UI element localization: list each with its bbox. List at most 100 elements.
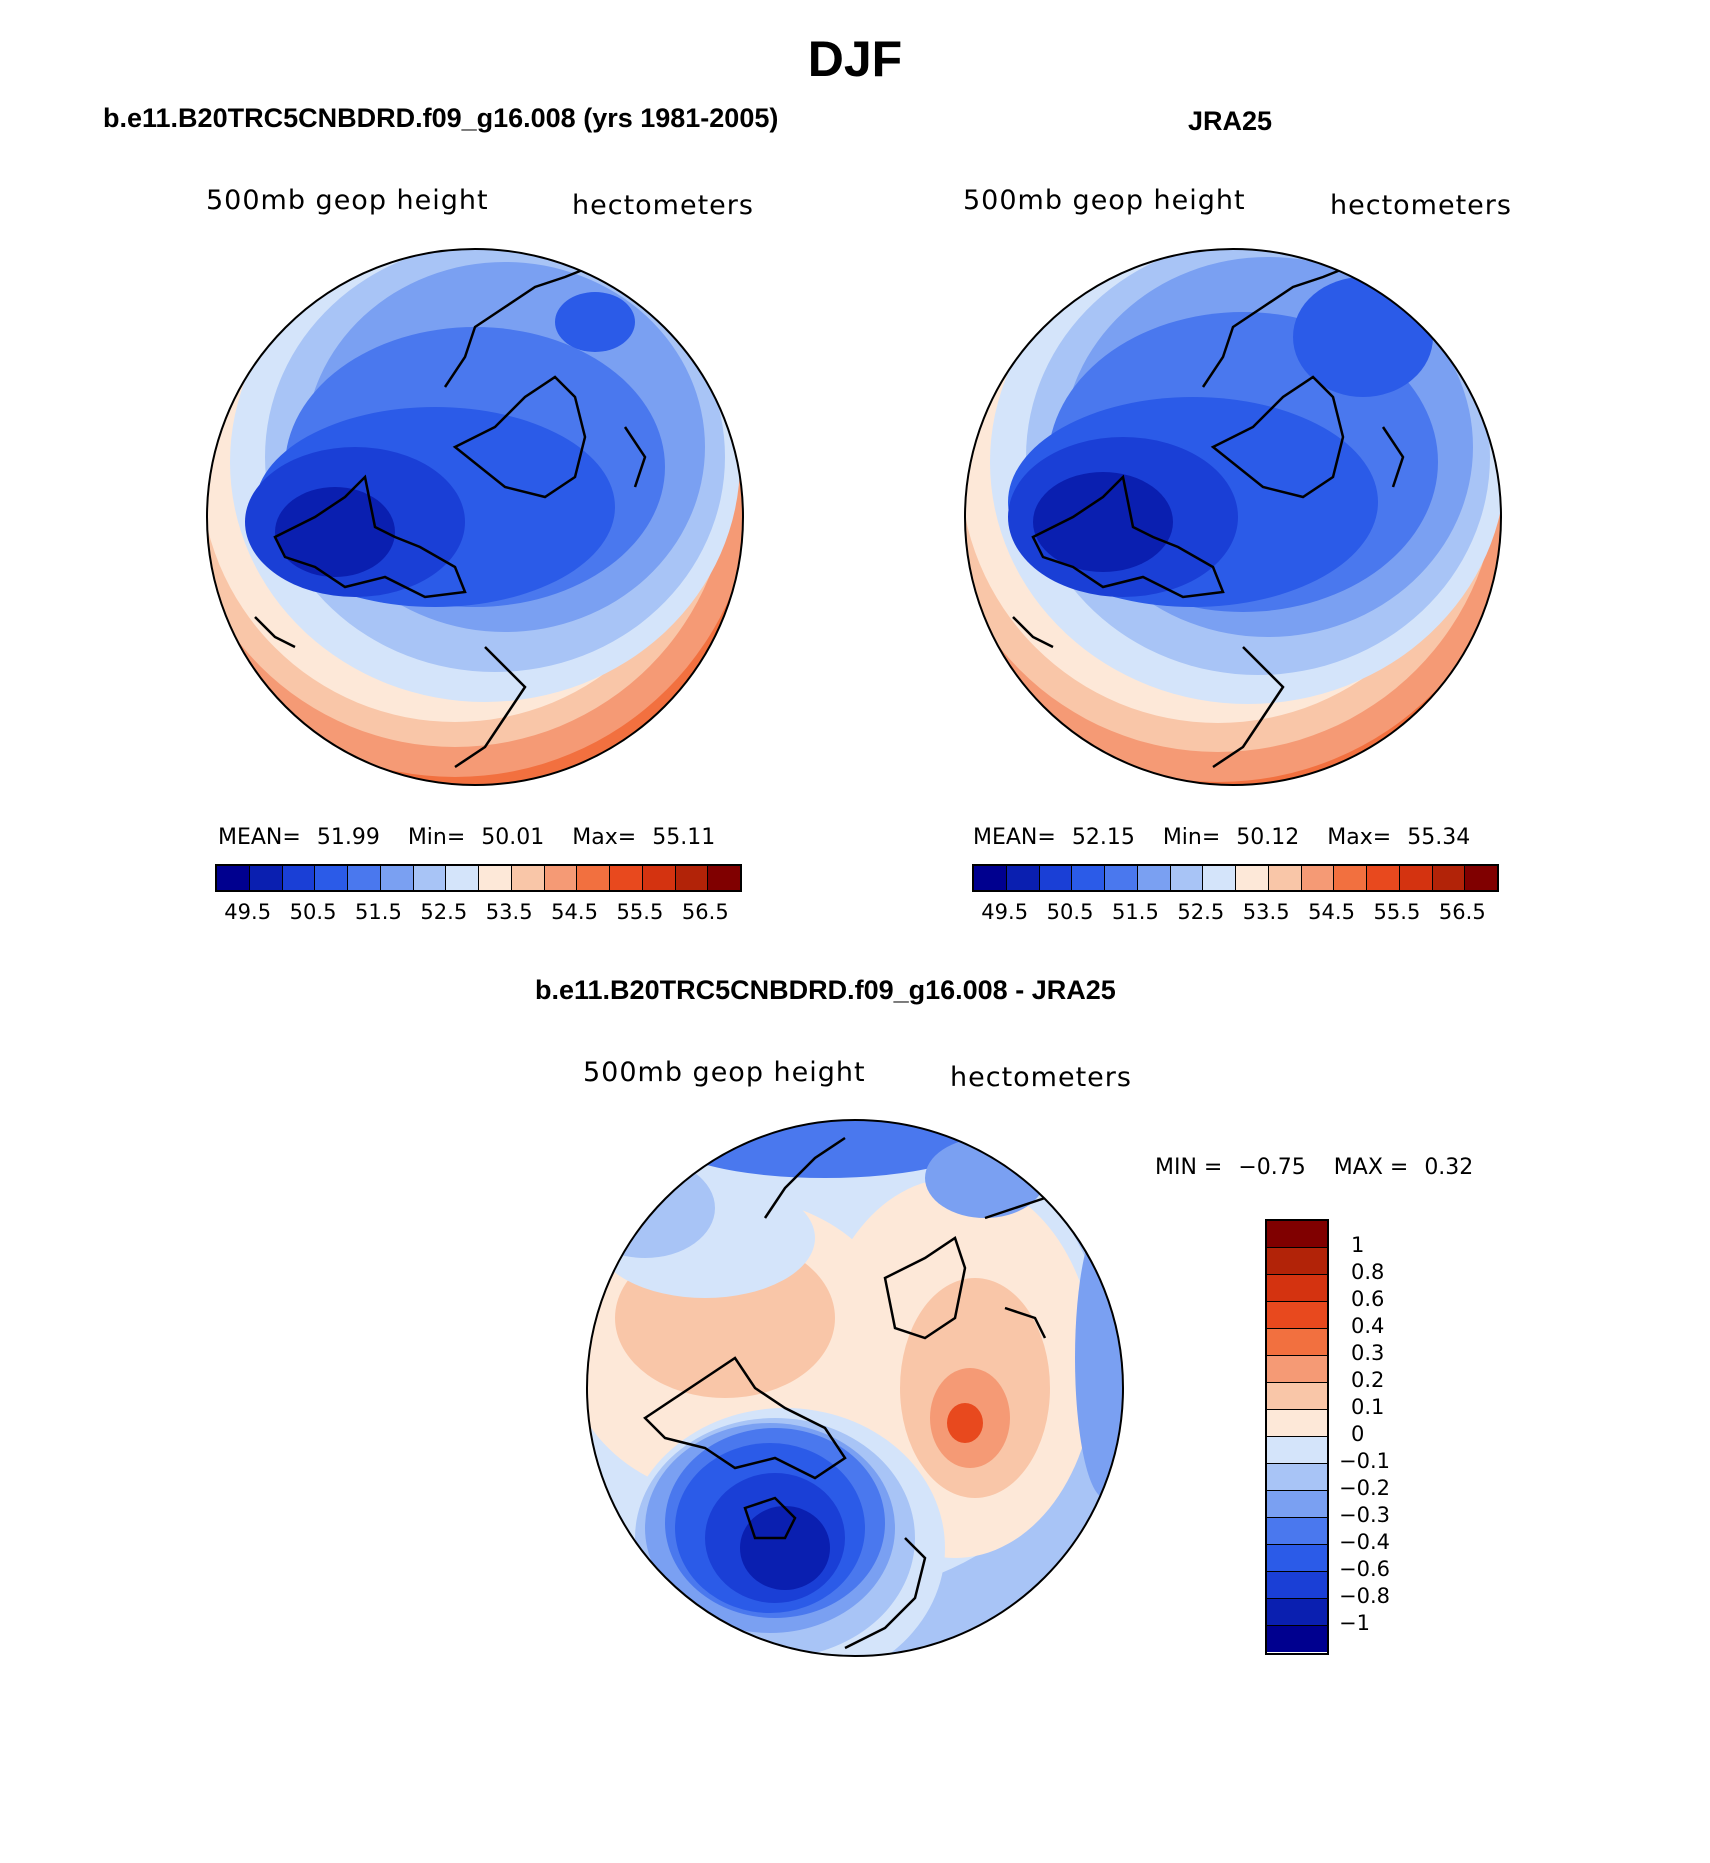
model-colorbar: [215, 864, 742, 892]
colorbar-swatch: [642, 866, 676, 890]
colorbar-swatch: [1267, 1248, 1327, 1275]
colorbar-swatch: [610, 866, 643, 890]
colorbar-tick-label: 50.5: [289, 900, 337, 924]
colorbar-swatch: [577, 866, 610, 890]
colorbar-swatch: [1267, 1302, 1327, 1329]
colorbar-swatch: [1267, 1599, 1327, 1626]
diff-colorbar: [1265, 1219, 1329, 1655]
colorbar-swatch: [282, 866, 316, 890]
colorbar-tick-label: 0: [1351, 1422, 1365, 1446]
colorbar-swatch: [1267, 1491, 1327, 1518]
colorbar-swatch: [413, 866, 447, 890]
colorbar-swatch: [1267, 1626, 1327, 1652]
colorbar-swatch: [544, 866, 578, 890]
colorbar-swatch: [1267, 1518, 1327, 1545]
colorbar-tick-label: 51.5: [355, 900, 402, 924]
colorbar-tick-label: 55.5: [616, 900, 664, 924]
obs-min-label: Min=: [1162, 825, 1221, 850]
obs-min-value: 50.12: [1236, 825, 1300, 850]
colorbar-tick-label: 1: [1351, 1233, 1365, 1257]
diff-panel-title: b.e11.B20TRC5CNBDRD.f09_g16.008 - JRA25: [535, 975, 1116, 1005]
model-max-value: 55.11: [652, 825, 716, 850]
diff-min-label: MIN =: [1155, 1155, 1223, 1180]
colorbar-swatch: [217, 866, 250, 890]
diff-colorbar-ticks: 1 0.8 0.6 0.4 0.3 0.2 0.1 0 −0.1 −0.2 −0.3 −0.4 −0.6…: [1339, 1219, 1405, 1651]
diff-polar-map: [586, 1119, 1124, 1657]
colorbar-swatch: [1006, 866, 1040, 890]
colorbar-tick-label: 50.5: [1046, 900, 1094, 924]
colorbar-swatch: [1268, 866, 1302, 890]
colorbar-tick-label: −1: [1339, 1611, 1370, 1635]
colorbar-tick-label: 0.6: [1351, 1287, 1385, 1311]
model-mean-label: MEAN=: [218, 825, 301, 850]
colorbar-tick-label: −0.6: [1339, 1557, 1390, 1581]
colorbar-swatch: [1465, 866, 1497, 890]
diff-min-value: −0.75: [1238, 1155, 1306, 1180]
colorbar-swatch: [1267, 1572, 1327, 1599]
colorbar-swatch: [1170, 866, 1204, 890]
obs-polar-map: [964, 248, 1502, 786]
diff-max-value: 0.32: [1424, 1155, 1474, 1180]
obs-stats: MEAN= 52.15 Min= 50.12 Max= 55.34: [973, 825, 1470, 850]
colorbar-tick-label: 52.5: [1177, 900, 1225, 924]
colorbar-tick-label: 49.5: [224, 900, 272, 924]
diff-variable-label: 500mb geop height: [583, 1057, 866, 1088]
colorbar-swatch: [511, 866, 545, 890]
colorbar-tick-label: 0.4: [1351, 1314, 1385, 1338]
colorbar-swatch: [1105, 866, 1138, 890]
model-mean-value: 51.99: [316, 825, 380, 850]
colorbar-swatch: [446, 866, 479, 890]
diff-units-label: hectometers: [950, 1062, 1132, 1093]
colorbar-tick-label: −0.2: [1339, 1476, 1390, 1500]
colorbar-swatch: [1267, 1545, 1327, 1572]
colorbar-swatch: [1267, 1275, 1327, 1302]
colorbar-swatch: [1267, 1383, 1327, 1410]
colorbar-tick-label: −0.3: [1339, 1503, 1390, 1527]
colorbar-swatch: [1267, 1329, 1327, 1356]
colorbar-swatch: [1236, 866, 1269, 890]
obs-variable-label: 500mb geop height: [963, 185, 1246, 216]
colorbar-tick-label: 56.5: [1438, 900, 1486, 924]
model-variable-label: 500mb geop height: [206, 185, 489, 216]
obs-max-label: Max=: [1327, 825, 1392, 850]
obs-max-value: 55.34: [1407, 825, 1471, 850]
obs-panel-title: JRA25: [1188, 106, 1273, 136]
colorbar-swatch: [675, 866, 709, 890]
colorbar-tick-label: −0.4: [1339, 1530, 1390, 1554]
colorbar-tick-label: −0.1: [1339, 1449, 1390, 1473]
colorbar-swatch: [1267, 1356, 1327, 1383]
obs-colorbar: [972, 864, 1499, 892]
colorbar-tick-label: −0.8: [1339, 1584, 1390, 1608]
obs-mean-value: 52.15: [1071, 825, 1135, 850]
obs-mean-label: MEAN=: [973, 825, 1056, 850]
colorbar-swatch: [348, 866, 381, 890]
colorbar-swatch: [380, 866, 414, 890]
colorbar-swatch: [1203, 866, 1236, 890]
colorbar-tick-label: 0.3: [1351, 1341, 1385, 1365]
colorbar-tick-label: 55.5: [1373, 900, 1421, 924]
colorbar-tick-label: 56.5: [681, 900, 729, 924]
model-panel-title: b.e11.B20TRC5CNBDRD.f09_g16.008 (yrs 198…: [103, 103, 779, 133]
colorbar-swatch: [1267, 1437, 1327, 1464]
model-min-label: Min=: [407, 825, 466, 850]
colorbar-swatch: [1072, 866, 1105, 890]
colorbar-swatch: [1367, 866, 1400, 890]
figure-title: DJF: [807, 31, 903, 87]
colorbar-swatch: [1334, 866, 1367, 890]
colorbar-swatch: [1039, 866, 1073, 890]
obs-units-label: hectometers: [1330, 190, 1512, 221]
colorbar-swatch: [249, 866, 283, 890]
colorbar-tick-label: 52.5: [420, 900, 468, 924]
colorbar-tick-label: 51.5: [1112, 900, 1159, 924]
colorbar-swatch: [1301, 866, 1335, 890]
colorbar-tick-label: 54.5: [551, 900, 598, 924]
colorbar-swatch: [1267, 1221, 1327, 1248]
colorbar-tick-label: 0.8: [1351, 1260, 1385, 1284]
colorbar-swatch: [1137, 866, 1171, 890]
colorbar-swatch: [974, 866, 1007, 890]
colorbar-swatch: [479, 866, 512, 890]
colorbar-tick-label: 0.1: [1351, 1395, 1385, 1419]
colorbar-tick-label: 53.5: [485, 900, 533, 924]
model-units-label: hectometers: [572, 190, 754, 221]
colorbar-swatch: [315, 866, 348, 890]
